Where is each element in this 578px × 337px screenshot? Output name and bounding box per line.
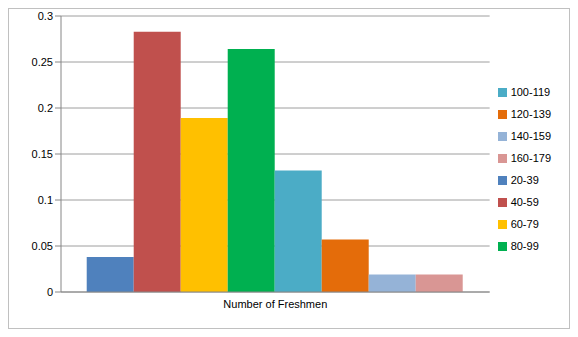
svg-text:0: 0	[47, 286, 53, 298]
html-text:100-119: 100-119	[510, 85, 551, 98]
svg-text:0.3: 0.3	[38, 10, 53, 22]
svg-text:0.25: 0.25	[32, 56, 53, 68]
svg-text:0.05: 0.05	[32, 240, 53, 252]
svg-text:0.1: 0.1	[38, 194, 53, 206]
html-text:40-59: 40-59	[510, 195, 539, 208]
svg-text:0.2: 0.2	[38, 102, 53, 114]
html-text:60-79: 60-79	[510, 217, 539, 230]
html-text:20-39: 20-39	[510, 173, 539, 186]
html-text:80-99: 80-99	[510, 239, 539, 252]
html-text:120-139: 120-139	[510, 107, 551, 120]
svg-text:0.15: 0.15	[32, 148, 53, 160]
html-text:140-159: 140-159	[510, 129, 551, 142]
html-text:160-179: 160-179	[510, 151, 551, 164]
svg-text:Number of Freshmen: Number of Freshmen	[223, 298, 327, 310]
